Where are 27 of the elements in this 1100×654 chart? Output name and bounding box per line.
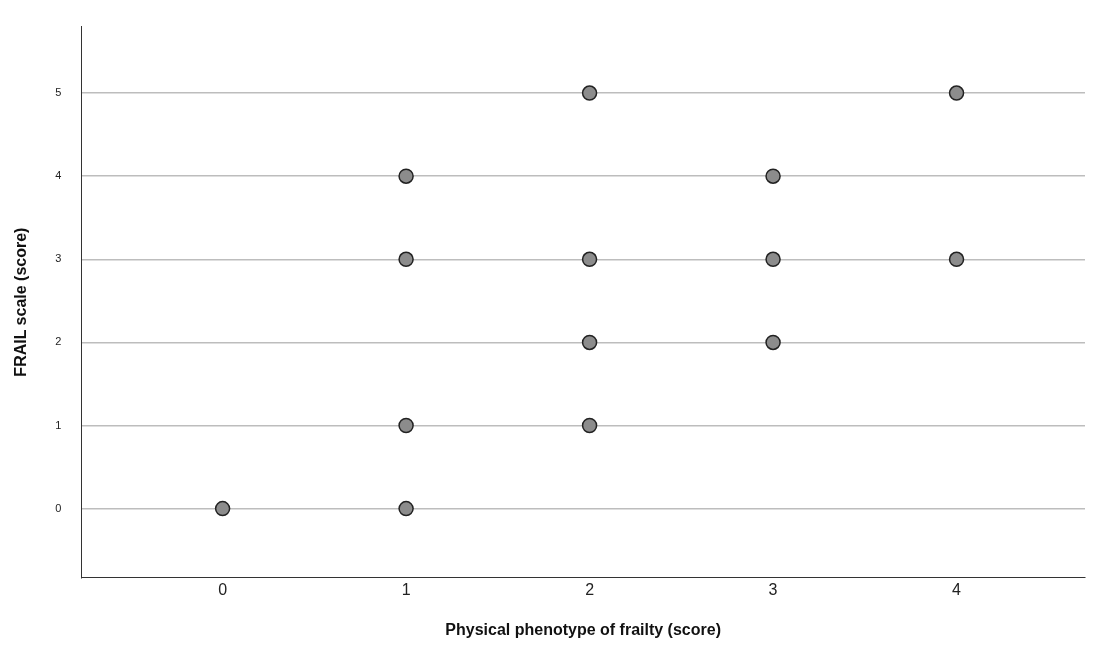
y-tick-label: 5	[55, 86, 62, 99]
y-tick-label: 1	[55, 418, 62, 431]
x-tick-label: 0	[218, 580, 228, 598]
point	[398, 168, 414, 184]
point	[765, 334, 781, 351]
point	[398, 251, 414, 268]
y-axis-title: FRAIL scale (score)	[12, 227, 30, 377]
y-tick-label: 2	[55, 335, 62, 348]
point	[214, 500, 231, 517]
point	[948, 85, 965, 101]
point	[948, 251, 965, 268]
y-tick-label: 3	[55, 252, 62, 265]
x-tick-label: 2	[585, 580, 595, 598]
point	[581, 85, 598, 101]
point	[581, 334, 598, 351]
x-axis-title: Physical phenotype of frailty (score)	[445, 620, 721, 638]
x-tick-label: 1	[401, 580, 411, 598]
point	[581, 251, 598, 268]
point	[765, 251, 781, 268]
x-tick-label: 3	[768, 580, 778, 598]
x-tick-label: 4	[952, 580, 962, 598]
point	[398, 500, 414, 517]
y-tick-label: 4	[55, 169, 62, 182]
point	[581, 417, 598, 434]
y-tick-label: 0	[55, 501, 62, 514]
point	[765, 168, 781, 184]
point	[398, 417, 414, 434]
